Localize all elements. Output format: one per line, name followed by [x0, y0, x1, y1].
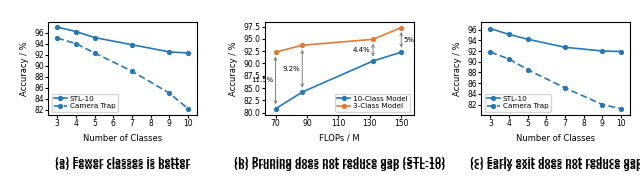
Camera Trap — [184, 107, 192, 110]
Camera Trap — [524, 69, 532, 71]
Line: STL-10: STL-10 — [56, 25, 190, 55]
Camera Trap — [561, 87, 569, 89]
Text: (b) Pruning does not reduce gap (STL-10): (b) Pruning does not reduce gap (STL-10) — [234, 162, 445, 171]
Text: 11.5%: 11.5% — [251, 77, 273, 84]
STL-10 — [505, 33, 513, 35]
Line: Camera Trap: Camera Trap — [56, 36, 190, 111]
3-Class Model — [272, 51, 280, 53]
Camera Trap — [166, 92, 173, 94]
Text: (a) Fewer classes is better: (a) Fewer classes is better — [55, 162, 190, 171]
Legend: STL-10, Camera Trap: STL-10, Camera Trap — [52, 94, 118, 112]
STL-10 — [72, 30, 80, 33]
Y-axis label: Accuracy / %: Accuracy / % — [20, 41, 29, 96]
STL-10 — [128, 44, 136, 46]
Y-axis label: Accuracy / %: Accuracy / % — [452, 41, 461, 96]
10-Class Model — [369, 60, 377, 62]
Camera Trap — [598, 103, 606, 106]
X-axis label: Number of Classes: Number of Classes — [516, 134, 595, 143]
Camera Trap — [617, 108, 625, 110]
Title: (b) Pruning does not reduce gap (STL-10): (b) Pruning does not reduce gap (STL-10) — [234, 157, 445, 166]
Legend: 10-Class Model, 3-Class Model: 10-Class Model, 3-Class Model — [335, 94, 410, 112]
STL-10 — [617, 50, 625, 53]
STL-10 — [598, 50, 606, 52]
STL-10 — [561, 46, 569, 48]
STL-10 — [524, 38, 532, 40]
Text: 4.4%: 4.4% — [353, 47, 371, 53]
10-Class Model — [272, 108, 280, 110]
X-axis label: FLOPs / M: FLOPs / M — [319, 134, 360, 143]
Camera Trap — [486, 51, 494, 53]
STL-10 — [166, 51, 173, 53]
Title: (c) Early exit does not reduce gap: (c) Early exit does not reduce gap — [470, 157, 640, 166]
Camera Trap — [128, 70, 136, 72]
3-Class Model — [397, 26, 405, 29]
Line: Camera Trap: Camera Trap — [488, 50, 623, 111]
Camera Trap — [54, 37, 61, 39]
Line: 3-Class Model: 3-Class Model — [273, 26, 403, 54]
Line: 10-Class Model: 10-Class Model — [273, 50, 403, 111]
Text: 5%: 5% — [404, 37, 415, 43]
3-Class Model — [298, 44, 306, 46]
Y-axis label: Accuracy / %: Accuracy / % — [229, 41, 238, 96]
Title: (a) Fewer classes is better: (a) Fewer classes is better — [55, 157, 190, 166]
10-Class Model — [397, 51, 405, 53]
Text: 9.2%: 9.2% — [282, 66, 300, 72]
Line: STL-10: STL-10 — [488, 27, 623, 53]
Text: (c) Early exit does not reduce gap: (c) Early exit does not reduce gap — [470, 162, 640, 171]
STL-10 — [91, 37, 99, 39]
STL-10 — [486, 28, 494, 30]
Camera Trap — [72, 42, 80, 45]
3-Class Model — [369, 38, 377, 40]
10-Class Model — [298, 91, 306, 93]
STL-10 — [54, 26, 61, 28]
STL-10 — [184, 52, 192, 54]
X-axis label: Number of Classes: Number of Classes — [83, 134, 162, 143]
Legend: STL-10, Camera Trap: STL-10, Camera Trap — [484, 94, 550, 112]
Camera Trap — [505, 58, 513, 60]
Camera Trap — [91, 52, 99, 54]
